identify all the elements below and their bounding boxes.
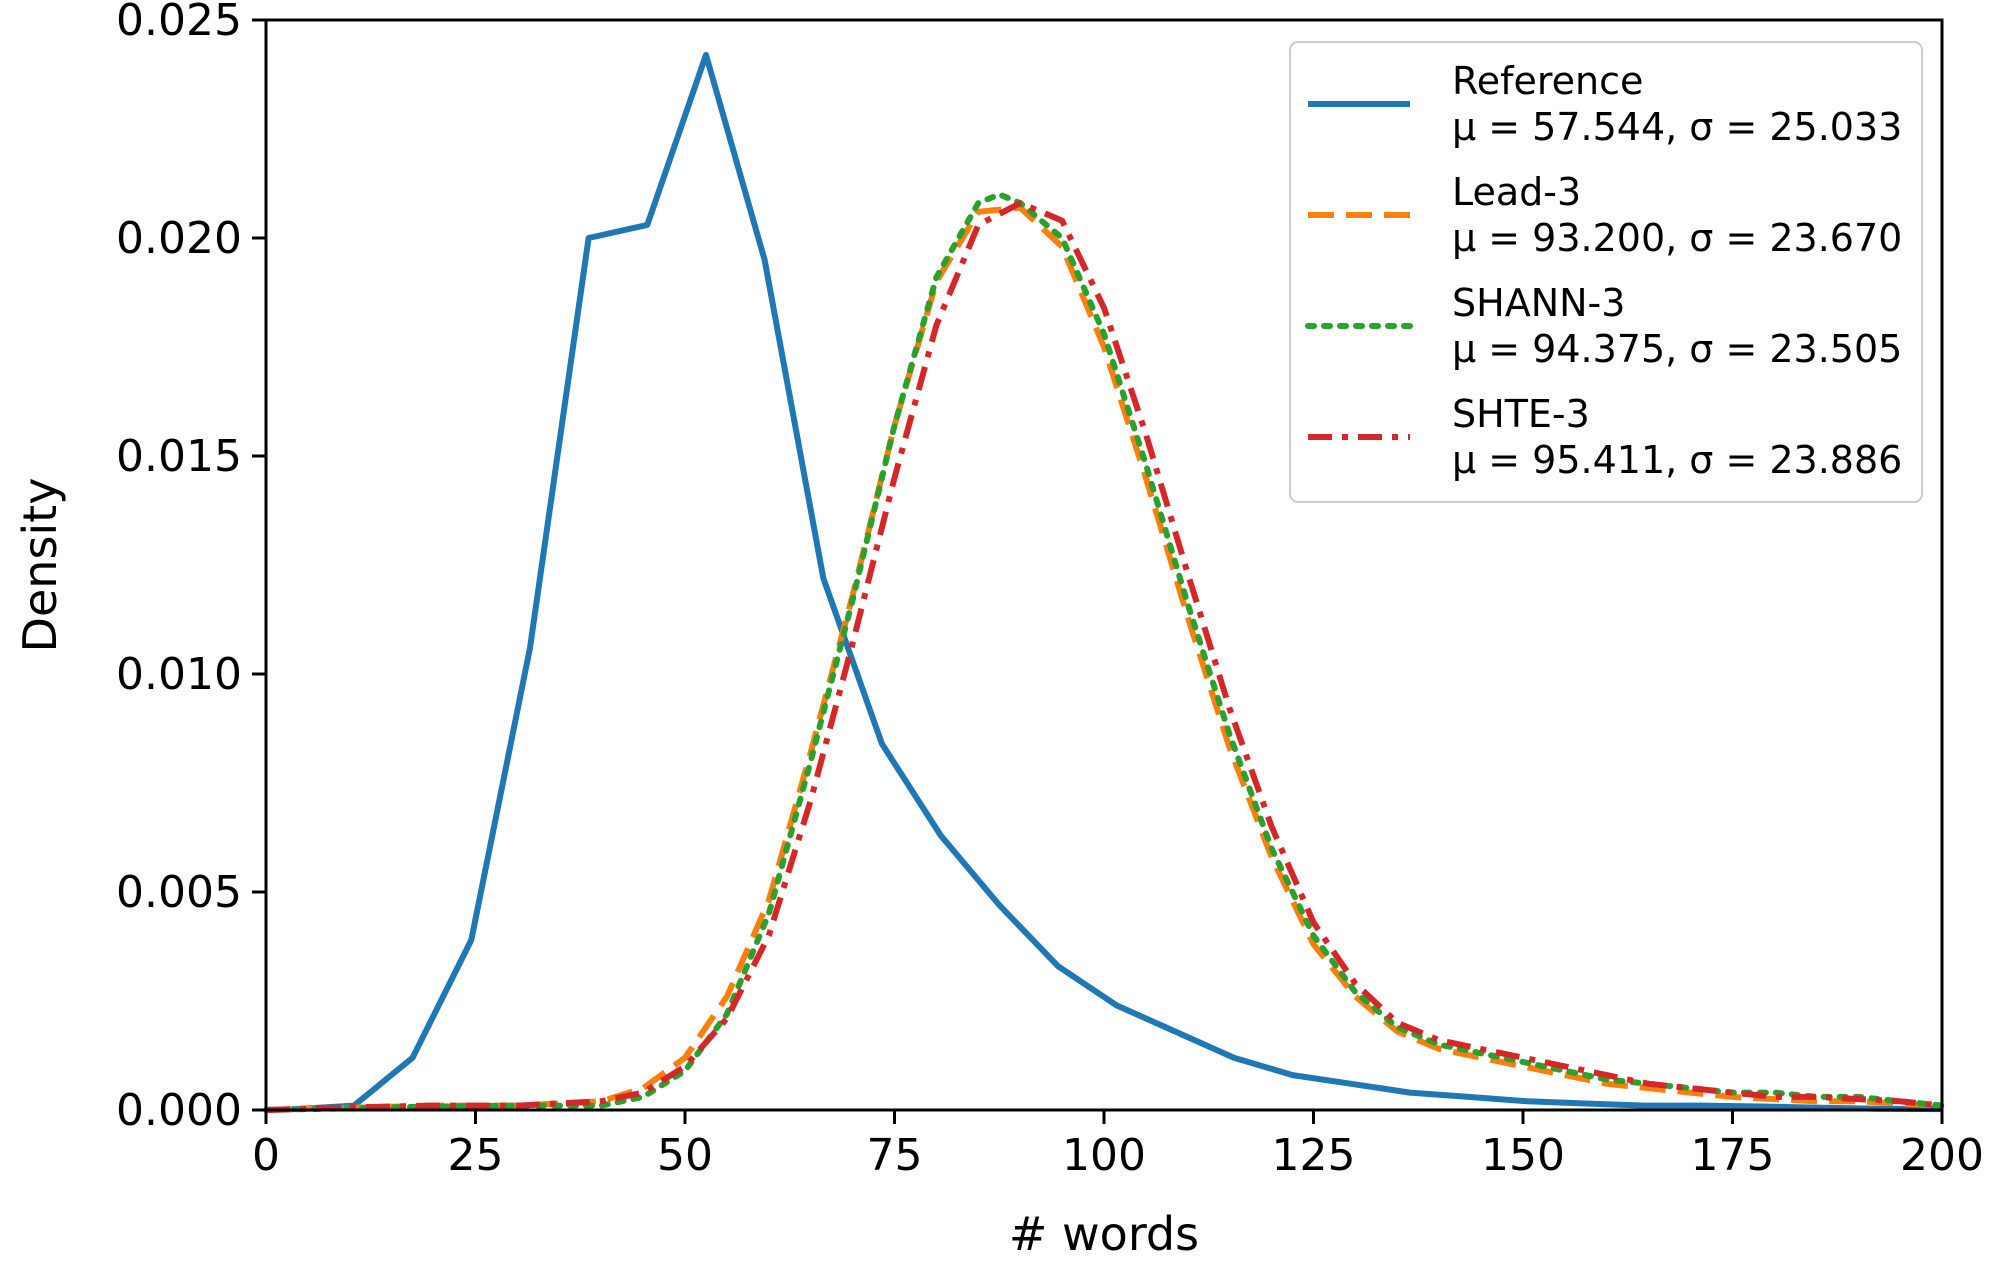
legend-box [1289, 41, 1923, 503]
x-tick-label: 125 [1272, 1130, 1356, 1181]
legend-label-reference: Reference [1452, 59, 1643, 103]
legend-stats-shte-3: μ = 95.411, σ = 23.886 [1452, 438, 1902, 482]
ticks-layer: 0 25 50 75 100 125 150 175 200 0.000 0.005 0.010 0.0… [116, 0, 1984, 1181]
y-tick-label: 0.000 [116, 1085, 242, 1136]
x-tick-label: 100 [1062, 1130, 1146, 1181]
y-tick-label: 0.015 [116, 431, 242, 482]
x-tick-label: 50 [657, 1130, 713, 1181]
x-tick-label: 0 [252, 1130, 280, 1181]
series-line-reference [265, 51, 1943, 1113]
y-axis-title: Density [13, 478, 67, 653]
legend-label-lead-3: Lead-3 [1452, 170, 1581, 214]
series-line-lead-3 [265, 204, 1943, 1113]
legend-stats-shann-3: μ = 94.375, σ = 23.505 [1452, 327, 1902, 371]
series-layer [263, 51, 1945, 1113]
y-tick-label: 0.020 [116, 213, 242, 264]
legend-label-shte-3: SHTE-3 [1452, 392, 1590, 436]
x-tick-label: 75 [867, 1130, 923, 1181]
x-axis-title: # words [1009, 1207, 1199, 1261]
legend-stats-lead-3: μ = 93.200, σ = 23.670 [1452, 216, 1902, 260]
legend-label-shann-3: SHANN-3 [1452, 281, 1625, 325]
x-tick-label: 25 [448, 1130, 504, 1181]
legend-stats-reference: μ = 57.544, σ = 25.033 [1452, 105, 1902, 149]
x-tick-label: 200 [1900, 1130, 1984, 1181]
x-tick-label: 175 [1691, 1130, 1775, 1181]
series-line-shte-3 [265, 200, 1943, 1113]
y-tick-label: 0.010 [116, 649, 242, 700]
y-tick-label: 0.005 [116, 867, 242, 918]
x-tick-label: 150 [1481, 1130, 1565, 1181]
y-tick-label: 0.025 [116, 0, 242, 46]
